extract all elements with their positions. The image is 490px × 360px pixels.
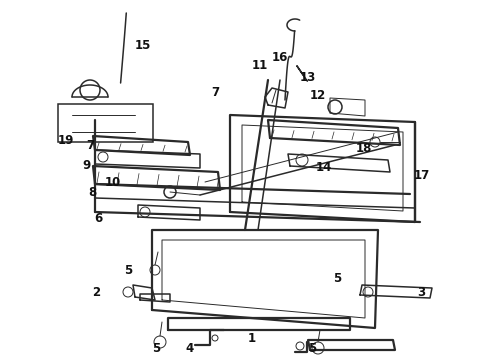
Text: 8: 8 — [88, 185, 96, 198]
Text: 7: 7 — [211, 86, 219, 99]
Text: 4: 4 — [186, 342, 194, 355]
Text: 5: 5 — [124, 264, 132, 276]
Text: 3: 3 — [417, 285, 425, 298]
Text: 19: 19 — [58, 134, 74, 147]
Text: 18: 18 — [356, 141, 372, 154]
Text: 14: 14 — [316, 161, 332, 174]
Text: 13: 13 — [300, 71, 316, 84]
Text: 11: 11 — [252, 59, 268, 72]
Text: 1: 1 — [248, 332, 256, 345]
Text: 5: 5 — [152, 342, 160, 355]
Text: 5: 5 — [308, 342, 316, 355]
Text: 9: 9 — [82, 158, 90, 171]
Text: 5: 5 — [333, 271, 341, 284]
Text: 17: 17 — [414, 168, 430, 181]
Text: 7: 7 — [86, 139, 94, 152]
Text: 10: 10 — [105, 176, 121, 189]
Text: 15: 15 — [135, 39, 151, 51]
Text: 2: 2 — [92, 285, 100, 298]
Text: 12: 12 — [310, 89, 326, 102]
Text: 16: 16 — [272, 50, 288, 63]
Text: 6: 6 — [94, 212, 102, 225]
